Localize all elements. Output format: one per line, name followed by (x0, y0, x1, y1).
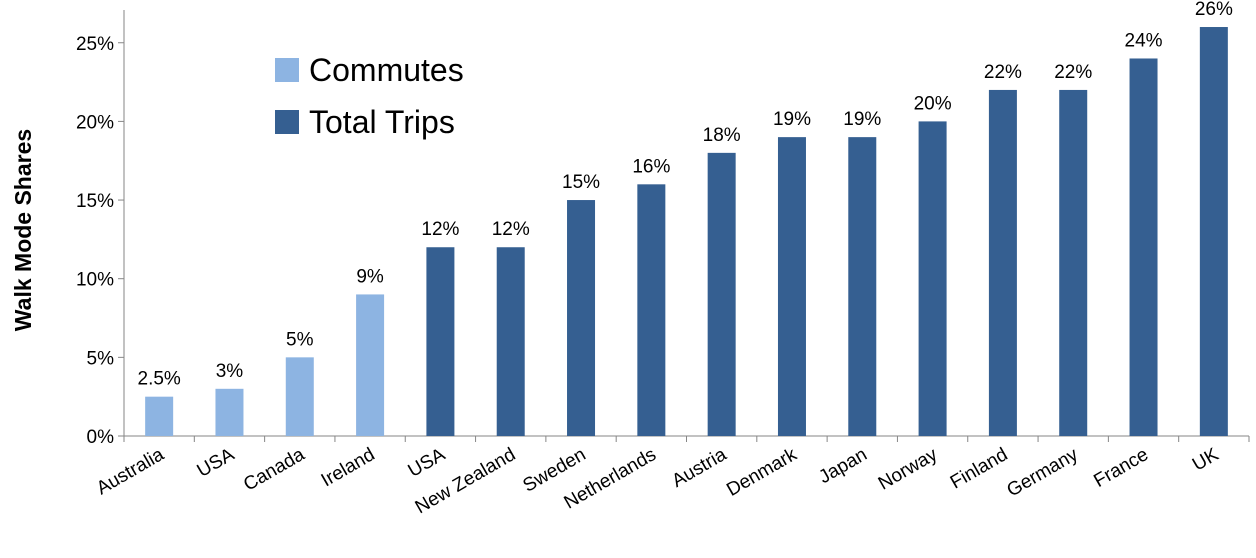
x-tick-label: Finland (947, 444, 1011, 493)
bar (777, 137, 806, 436)
bar (1059, 89, 1088, 436)
y-tick-label: 25% (76, 34, 114, 55)
legend-label: Total Trips (309, 104, 455, 140)
x-tick-label: Austria (668, 444, 730, 492)
bar (988, 89, 1017, 436)
x-tick-label: France (1090, 444, 1152, 492)
data-label: 12% (492, 219, 530, 240)
bar (426, 247, 455, 436)
data-label: 22% (984, 62, 1022, 83)
bar (1199, 27, 1228, 437)
y-tick-label: 15% (76, 191, 114, 212)
bar (567, 200, 596, 436)
data-label: 26% (1195, 0, 1233, 20)
x-tick-label: Japan (815, 444, 870, 488)
data-label: 22% (1054, 62, 1092, 83)
x-tick-label: Germany (1004, 444, 1083, 502)
data-label: 2.5% (138, 369, 181, 390)
bar (1129, 58, 1158, 436)
data-label: 20% (914, 93, 952, 114)
y-tick-label: 5% (87, 348, 115, 369)
data-label: 15% (562, 172, 600, 193)
y-tick-label: 20% (76, 112, 114, 133)
x-tick-label: Australia (93, 444, 168, 499)
bar (356, 294, 385, 436)
y-axis-title: Walk Mode Shares (10, 129, 36, 331)
x-tick-label: Denmark (723, 444, 801, 501)
data-label: 18% (703, 125, 741, 146)
legend-label: Commutes (309, 52, 464, 88)
bar (215, 388, 244, 436)
data-label: 16% (632, 156, 670, 177)
y-axis: 0% 5% 10% 15% 20% 25% (76, 10, 125, 448)
data-label: 12% (421, 219, 459, 240)
y-tick-label: 10% (76, 270, 114, 291)
data-label: 19% (843, 109, 881, 130)
bar (145, 396, 174, 436)
bar (707, 152, 736, 437)
legend-swatch (275, 110, 299, 134)
y-tick-label: 0% (87, 427, 115, 448)
x-tick-label: USA (194, 444, 239, 482)
bar (285, 357, 314, 436)
value-labels: 2.5% 3% 5% 9% 12% 12% 15% 16% 18% 19% 19% 20% 22% 22%… (138, 0, 1233, 390)
data-label: 9% (356, 266, 384, 287)
data-label: 5% (286, 329, 314, 350)
x-axis (123, 435, 1250, 442)
data-label: 3% (216, 361, 244, 382)
bar (848, 137, 877, 436)
x-tick-label: USA (405, 444, 450, 482)
bars (145, 27, 1228, 437)
data-label: 24% (1125, 30, 1163, 51)
data-label: 19% (773, 109, 811, 130)
bar (918, 121, 947, 437)
legend: Commutes Total Trips (275, 52, 464, 140)
bar (637, 184, 666, 436)
x-tick-label: Canada (240, 444, 309, 496)
x-tick-label: Norway (875, 444, 942, 495)
x-tick-label: UK (1189, 444, 1223, 476)
legend-swatch (275, 58, 299, 82)
bar (496, 247, 525, 436)
x-tick-label: Ireland (318, 444, 379, 491)
